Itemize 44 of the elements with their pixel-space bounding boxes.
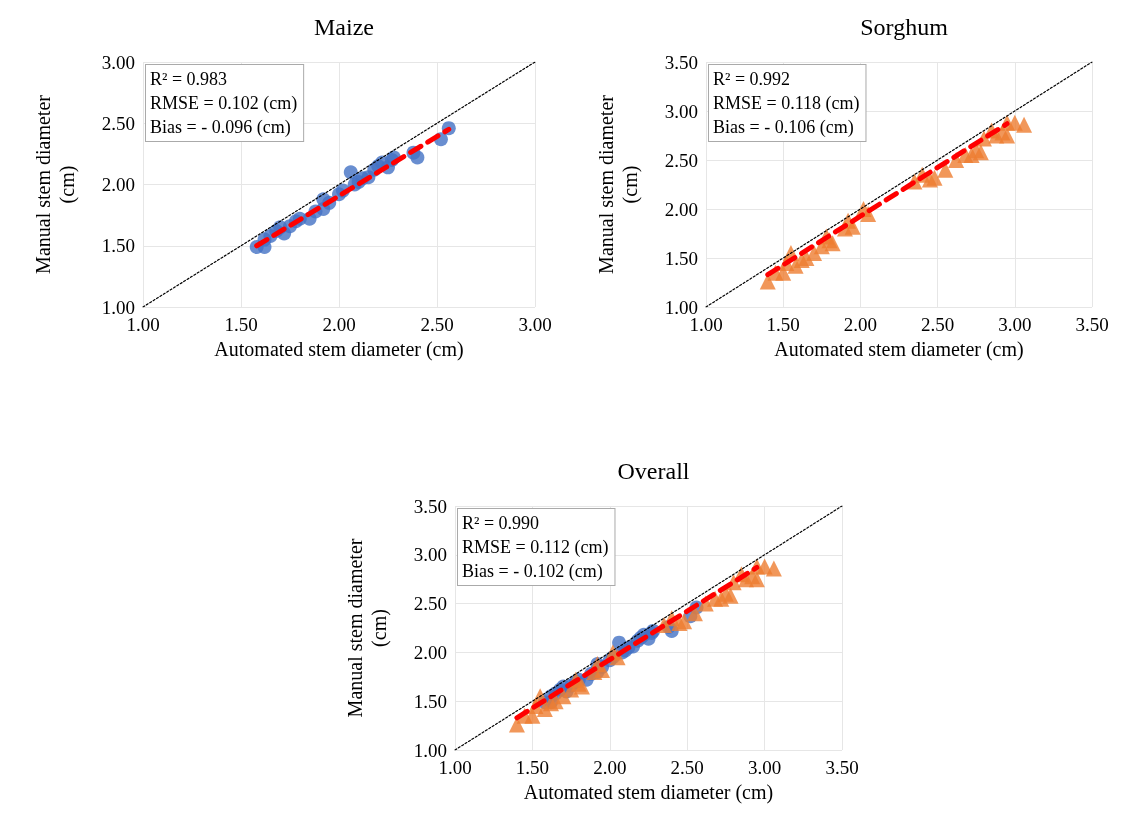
x-tick-label: 1.50: [224, 314, 258, 335]
y-tick-label: 3.00: [413, 544, 447, 566]
y-tick-label: 3.00: [101, 51, 135, 73]
x-axis-title: Automated stem diameter (cm): [774, 338, 1024, 361]
x-tick-label: 3.00: [747, 757, 782, 778]
annotation: RMSE = 0.112 (cm): [462, 537, 609, 558]
x-tick-label: 2.00: [322, 314, 356, 335]
chart-title: Maize: [314, 14, 374, 40]
y-tick-label: 2.00: [101, 174, 135, 195]
x-tick-label: 3.50: [825, 757, 859, 778]
chart-title: Sorghum: [860, 14, 949, 40]
y-tick-label: 3.50: [413, 495, 447, 517]
annotation: Bias = - 0.106 (cm): [713, 117, 854, 138]
y-axis-title: Manual stem diameter (cm): [32, 94, 79, 274]
annotation: R² = 0.983: [150, 69, 228, 89]
annotation: R² = 0.992: [713, 69, 791, 89]
y-tick-label: 1.50: [413, 690, 447, 712]
x-tick-label: 1.50: [515, 757, 550, 778]
y-tick-label: 2.50: [664, 149, 698, 171]
x-tick-label: 1.50: [766, 314, 800, 335]
annotation: Bias = - 0.096 (cm): [150, 117, 291, 138]
x-tick-label: 2.00: [843, 314, 878, 335]
x-axis-title: Automated stem diameter (cm): [214, 338, 464, 361]
annotation: RMSE = 0.102 (cm): [150, 93, 298, 114]
y-tick-label: 1.50: [664, 247, 698, 269]
y-tick-label: 3.50: [664, 51, 698, 73]
x-tick-label: 3.50: [1075, 314, 1109, 335]
y-axis-title: Manual stem diameter (cm): [344, 538, 391, 718]
annotation: Bias = - 0.102 (cm): [462, 561, 603, 582]
chart-title: Overall: [617, 458, 690, 484]
y-tick-label: 2.00: [664, 198, 698, 220]
annotation: RMSE = 0.118 (cm): [713, 93, 860, 114]
x-tick-label: 2.50: [920, 314, 955, 335]
x-tick-label: 3.00: [998, 314, 1032, 335]
x-axis-title: Automated stem diameter (cm): [523, 781, 774, 804]
y-tick-label: 2.00: [413, 641, 447, 663]
annotation: R² = 0.990: [462, 513, 540, 533]
y-tick-label: 2.50: [413, 593, 447, 615]
x-tick-label: 2.00: [593, 757, 627, 778]
y-tick-label: 2.50: [101, 112, 135, 134]
y-tick-label: 3.00: [664, 100, 698, 122]
y-axis-title: Manual stem diameter (cm): [595, 94, 642, 274]
y-tick-label: 1.50: [101, 235, 135, 257]
x-tick-label: 3.00: [518, 314, 552, 335]
